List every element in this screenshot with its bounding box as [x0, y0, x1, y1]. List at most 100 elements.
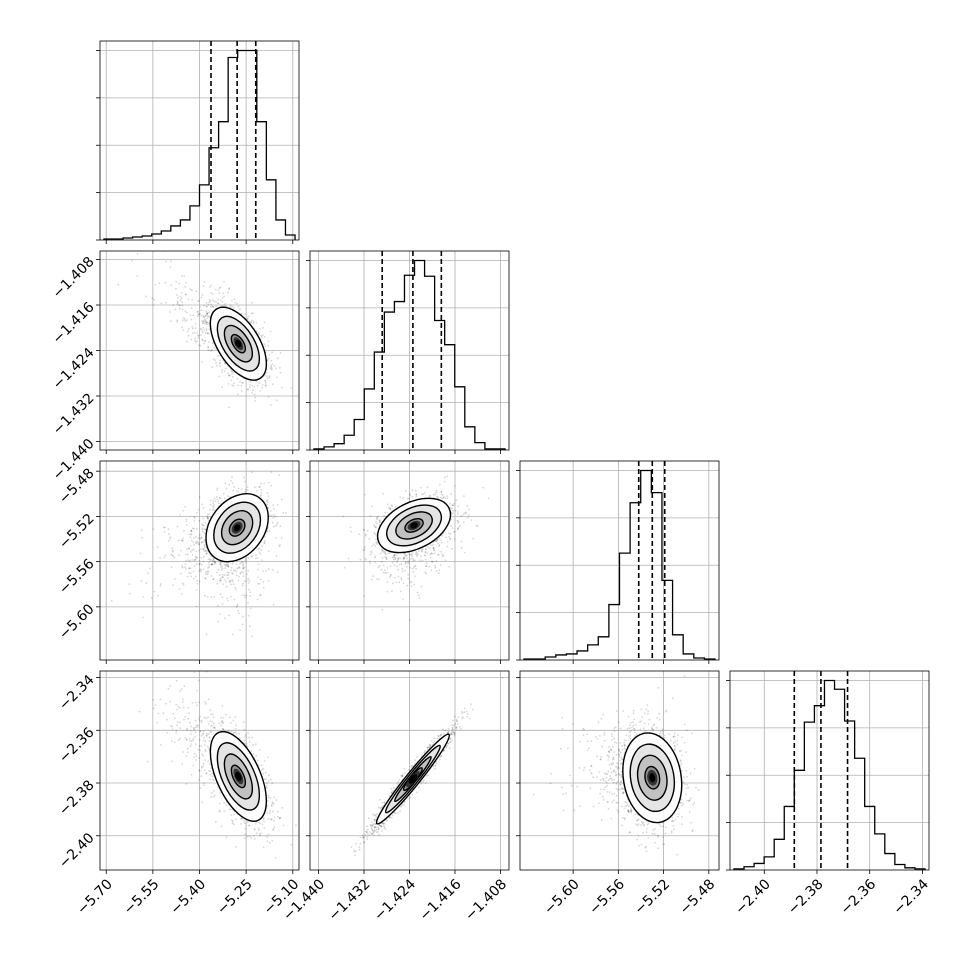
- sample-point: [252, 744, 255, 746]
- histogram-step: [523, 469, 716, 660]
- sample-point: [432, 493, 435, 496]
- sample-point: [218, 365, 221, 367]
- sample-point: [210, 724, 213, 727]
- sample-point: [157, 712, 160, 715]
- sample-point: [219, 563, 222, 566]
- sample-point: [247, 601, 249, 604]
- sample-point: [407, 562, 409, 565]
- sample-point: [397, 557, 400, 560]
- sample-point: [181, 565, 183, 567]
- sample-point: [211, 305, 214, 308]
- sample-point: [186, 548, 188, 550]
- sample-point: [228, 483, 231, 486]
- sample-point: [242, 567, 245, 569]
- sample-point: [377, 566, 380, 569]
- sample-point: [218, 496, 221, 499]
- sample-point: [221, 596, 224, 598]
- sample-point: [203, 532, 206, 535]
- sample-point: [192, 332, 194, 334]
- sample-point: [204, 550, 207, 553]
- sample-point: [376, 542, 379, 544]
- sample-point: [178, 304, 181, 307]
- sample-point: [411, 555, 414, 558]
- sample-point: [210, 731, 213, 733]
- sample-point: [202, 541, 204, 544]
- sample-point: [244, 828, 247, 830]
- sample-point: [197, 537, 200, 540]
- sample-point: [201, 523, 203, 526]
- sample-point: [201, 524, 204, 527]
- sample-point: [208, 301, 211, 304]
- panel-1-0: [117, 251, 292, 409]
- sample-point: [281, 806, 284, 809]
- sample-point: [241, 561, 244, 563]
- sample-point: [266, 786, 268, 789]
- sample-point: [203, 550, 206, 552]
- sample-point: [268, 375, 271, 378]
- sample-point: [216, 498, 219, 501]
- sample-point: [206, 321, 209, 324]
- sample-point: [258, 821, 260, 824]
- sample-point: [364, 533, 367, 536]
- sample-point: [251, 736, 253, 739]
- sample-point: [173, 556, 176, 559]
- sample-point: [250, 556, 253, 558]
- sample-point: [221, 603, 224, 605]
- sample-point: [210, 303, 213, 306]
- sample-point: [197, 310, 199, 313]
- sample-point: [163, 526, 165, 529]
- sample-point: [217, 298, 219, 301]
- sample-point: [255, 832, 258, 835]
- sample-point: [182, 698, 184, 701]
- sample-point: [160, 302, 163, 305]
- sample-point: [191, 299, 194, 301]
- sample-point: [202, 762, 205, 765]
- sample-point: [189, 745, 192, 748]
- sample-point: [387, 552, 390, 555]
- sample-point: [457, 511, 459, 513]
- sample-point: [257, 576, 259, 579]
- sample-point: [200, 734, 203, 737]
- sample-point: [241, 817, 244, 820]
- sample-point: [425, 572, 427, 575]
- sample-point: [272, 504, 275, 507]
- sample-point: [190, 575, 193, 578]
- sample-point: [198, 580, 201, 583]
- sample-point: [206, 313, 209, 315]
- sample-point: [204, 319, 207, 322]
- sample-point: [438, 537, 441, 540]
- sample-point: [225, 564, 227, 567]
- sample-point: [219, 286, 222, 289]
- sample-point: [232, 561, 235, 564]
- sample-point: [183, 529, 185, 532]
- sample-point: [233, 298, 236, 301]
- sample-point: [251, 391, 254, 394]
- sample-point: [179, 572, 182, 575]
- sample-point: [472, 537, 475, 540]
- sample-point: [404, 554, 407, 556]
- sample-point: [266, 800, 269, 802]
- sample-point: [246, 486, 249, 489]
- sample-point: [216, 489, 219, 492]
- sample-point: [466, 505, 469, 507]
- sample-point: [235, 489, 238, 492]
- sample-point: [213, 300, 216, 303]
- sample-point: [266, 503, 268, 506]
- sample-point: [372, 575, 375, 578]
- sample-point: [389, 508, 392, 511]
- sample-point: [253, 827, 256, 830]
- sample-point: [211, 713, 214, 716]
- sample-point: [180, 549, 182, 552]
- sample-point: [439, 483, 441, 486]
- sample-point: [448, 535, 451, 538]
- sample-point: [186, 524, 188, 526]
- sample-point: [199, 562, 202, 565]
- sample-point: [229, 595, 232, 598]
- sample-point: [437, 572, 440, 575]
- sample-point: [261, 545, 263, 548]
- sample-point: [193, 577, 195, 580]
- sample-point: [183, 275, 186, 278]
- sample-point: [425, 548, 427, 551]
- sample-point: [209, 508, 211, 511]
- panel-2-1: [342, 475, 490, 622]
